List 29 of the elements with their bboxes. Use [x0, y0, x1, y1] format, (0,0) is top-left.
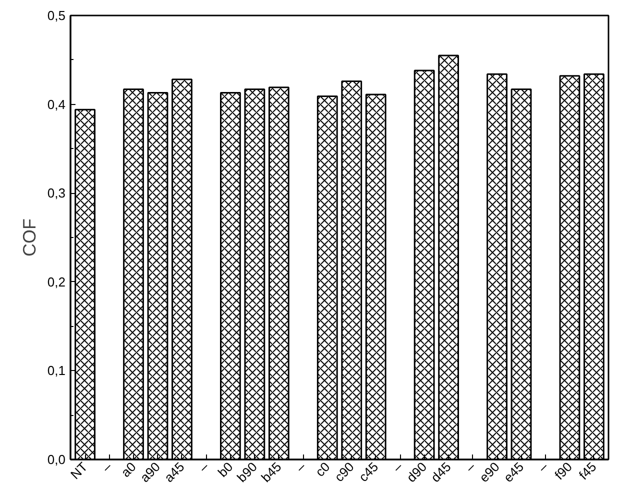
x-tick-label: b0: [214, 459, 236, 480]
x-tick-label: b90: [234, 459, 260, 486]
y-tick-label: 0,2: [47, 274, 66, 290]
x-tick-label: NT: [67, 459, 90, 482]
x-tick-label: c45: [356, 459, 382, 485]
x-tick-label: f90: [552, 459, 576, 483]
y-tick-label: 0,0: [47, 452, 66, 467]
x-tick-label: e45: [500, 459, 527, 486]
x-tick-label: –: [535, 458, 552, 475]
y-tick-label: 0,3: [47, 186, 66, 201]
x-tick-label: –: [292, 458, 309, 475]
x-tick-label: –: [98, 458, 116, 475]
x-tick-label: f45: [576, 459, 600, 483]
x-tick-label: –: [196, 458, 212, 475]
x-tick-label: b45: [258, 459, 284, 486]
x-tick-label: –: [462, 458, 479, 475]
y-tick-label: 0,4: [47, 96, 66, 112]
x-tick-label: d45: [428, 459, 454, 486]
y-axis-title: COF: [19, 218, 40, 256]
x-tick-label: d90: [404, 459, 430, 486]
x-tick-label: –: [390, 458, 406, 475]
x-tick-label: c90: [331, 459, 357, 485]
x-tick-label: c0: [312, 459, 333, 480]
y-tick-label: 0,1: [47, 363, 66, 378]
x-tick-label: a90: [137, 459, 164, 486]
x-tick-label: a0: [118, 459, 139, 480]
x-tick-label: a45: [161, 459, 188, 486]
x-tick-label: e90: [476, 459, 502, 486]
y-tick-label: 0,5: [47, 8, 66, 23]
